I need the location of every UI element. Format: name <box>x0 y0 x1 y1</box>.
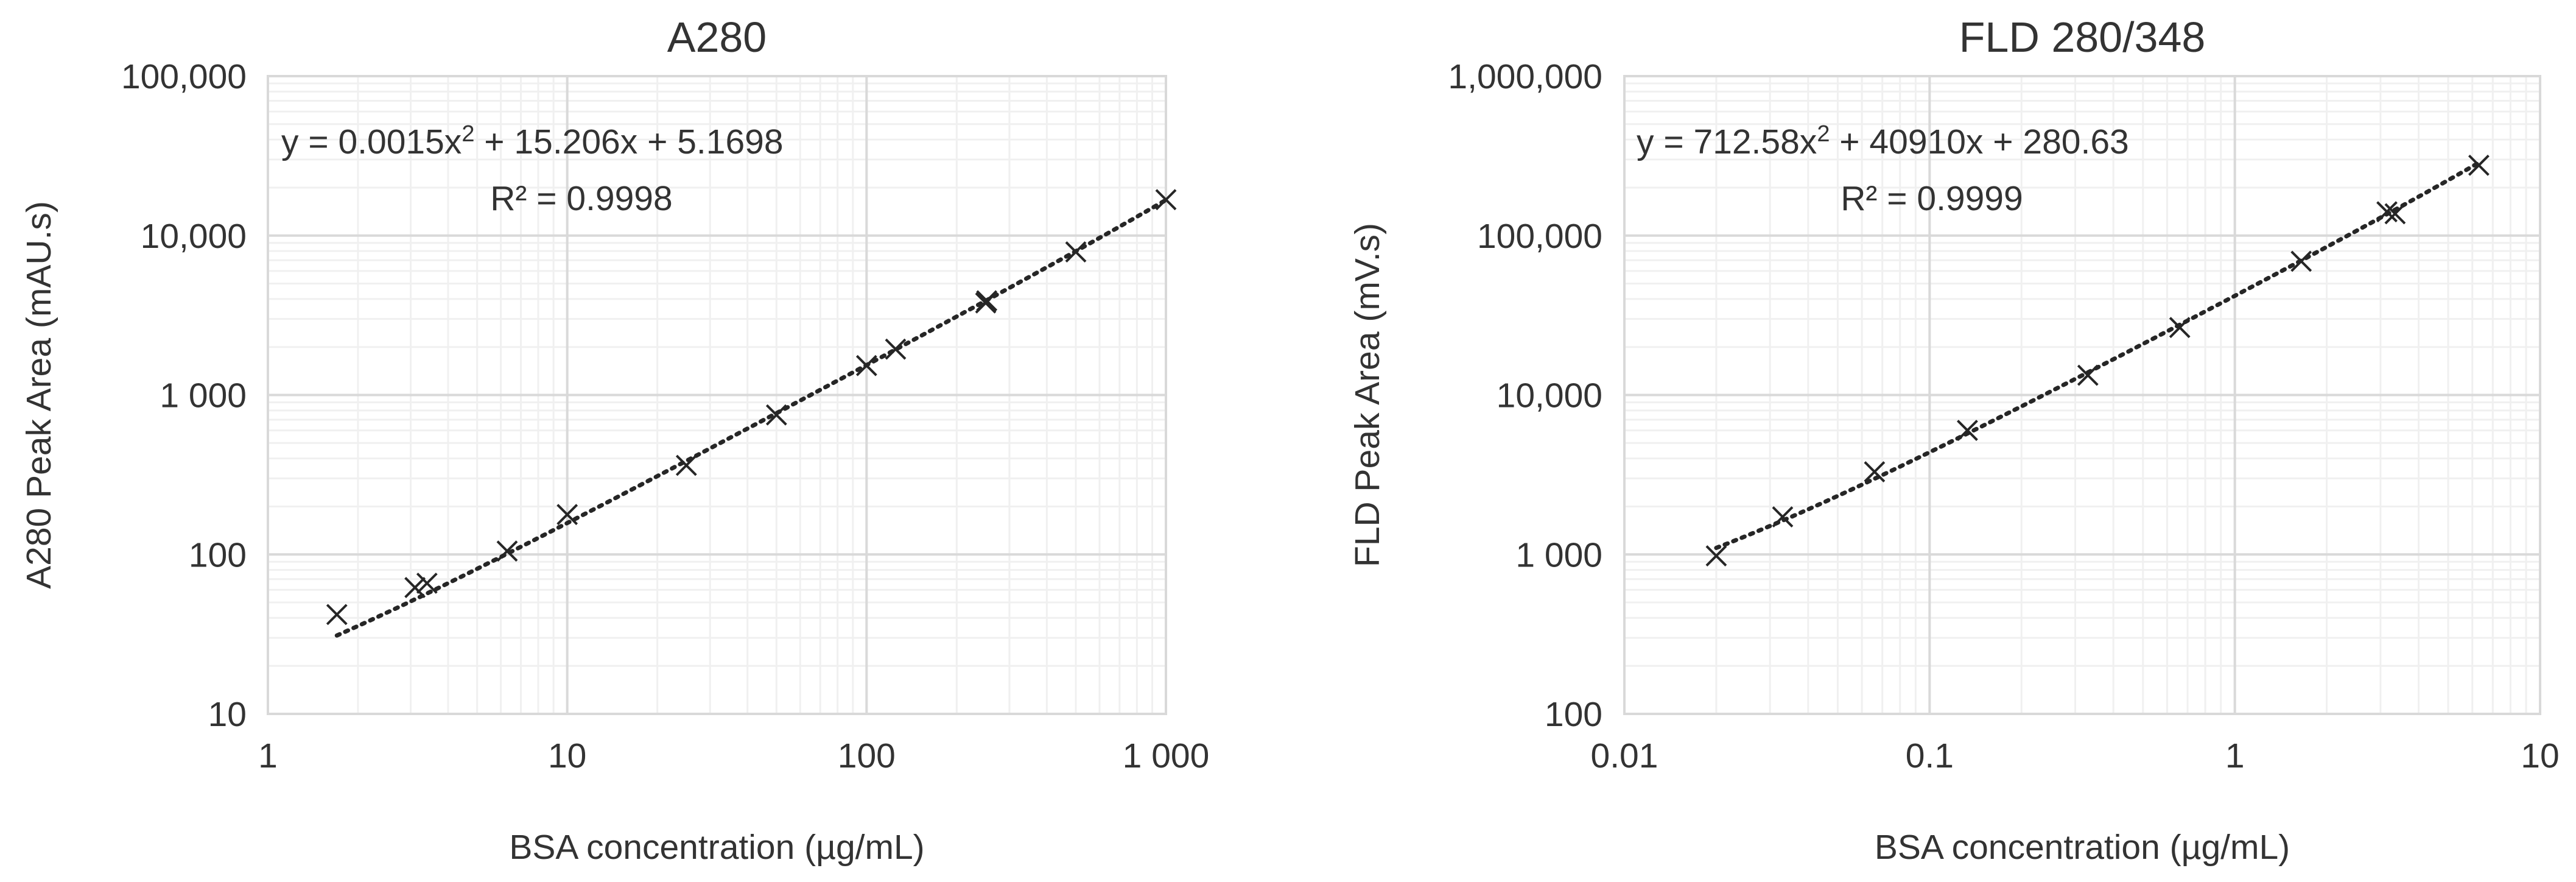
trendline <box>334 197 1168 638</box>
data-point <box>2376 201 2398 223</box>
data-point <box>2169 317 2191 339</box>
y-tick-label: 10,000 <box>141 217 247 256</box>
r-squared-label: R² = 0.9999 <box>1841 179 2023 218</box>
equation-exponent: 2 <box>1817 121 1830 147</box>
x-axis-label: BSA concentration (µg/mL) <box>1875 828 2290 867</box>
data-point <box>855 355 877 376</box>
x-tick-label: 10 <box>2521 736 2559 775</box>
y-axis-label: A280 Peak Area (mAU.s) <box>19 201 58 589</box>
equation-exponent: 2 <box>462 121 474 147</box>
y-tick-label: 100,000 <box>1477 217 1602 256</box>
x-tick-label: 100 <box>838 736 896 775</box>
x-tick-label: 10 <box>548 736 586 775</box>
minor-grid <box>1624 76 2540 714</box>
x-tick-labels: 1 10 100 1 000 <box>258 736 1209 775</box>
y-tick-labels: 10 100 1 000 10,000 100,000 <box>121 57 247 734</box>
x-tick-label: 0.1 <box>1906 736 1954 775</box>
y-tick-label: 1 000 <box>1515 535 1602 574</box>
y-tick-label: 100 <box>189 535 247 574</box>
data-point <box>1155 189 1177 211</box>
data-point <box>675 454 697 476</box>
data-markers <box>326 189 1177 626</box>
data-markers <box>1705 154 2490 566</box>
data-point <box>2384 203 2406 225</box>
data-point <box>2468 154 2490 176</box>
data-point <box>2077 364 2099 386</box>
chart-fld-280-348: 100 1 000 10,000 100,000 1,000,000 0.01 0.1 1 1… <box>1348 13 2560 867</box>
equation-prefix: y = 712.58x <box>1637 122 1817 161</box>
data-point <box>885 338 907 360</box>
data-point <box>416 573 438 594</box>
data-point <box>1772 506 1794 528</box>
chart-title: FLD 280/348 <box>1959 13 2206 61</box>
x-axis-label: BSA concentration (µg/mL) <box>509 828 924 867</box>
x-tick-labels: 0.01 0.1 1 10 <box>1591 736 2560 775</box>
plot-frame <box>267 75 1167 715</box>
x-tick-label: 1 <box>258 736 278 775</box>
y-tick-label: 100 <box>1545 695 1602 734</box>
y-axis-label: FLD Peak Area (mV.s) <box>1348 223 1387 567</box>
data-point <box>404 577 426 599</box>
y-tick-label: 1,000,000 <box>1448 57 1602 96</box>
r-squared-label: R² = 0.9998 <box>490 179 672 218</box>
data-point <box>496 540 518 562</box>
equation-suffix: + 15.206x + 5.1698 <box>474 122 783 161</box>
plot-frame <box>1623 75 2541 715</box>
y-tick-label: 10 <box>208 695 247 734</box>
x-tick-label: 0.01 <box>1591 736 1658 775</box>
y-tick-label: 1 000 <box>160 376 247 415</box>
equation-suffix: + 40910x + 280.63 <box>1830 122 2129 161</box>
chart-a280: 10 100 1 000 10,000 100,000 1 10 100 1 000 A280… <box>19 13 1209 867</box>
y-tick-label: 10,000 <box>1497 376 1602 415</box>
trendline-equation: y = 712.58x2 + 40910x + 280.63 <box>1637 121 2129 161</box>
y-tick-label: 100,000 <box>121 57 247 96</box>
x-tick-label: 1 000 <box>1123 736 1210 775</box>
chart-title: A280 <box>667 13 767 61</box>
data-point <box>1864 461 1886 482</box>
x-tick-label: 1 <box>2225 736 2245 775</box>
data-point <box>326 604 348 626</box>
data-point <box>556 504 578 526</box>
data-point <box>765 404 787 426</box>
data-point <box>976 290 998 312</box>
equation-prefix: y = 0.0015x <box>281 122 462 161</box>
data-point <box>1705 545 1727 566</box>
trendline-equation: y = 0.0015x2 + 15.206x + 5.1698 <box>281 121 784 161</box>
data-point <box>1065 241 1087 263</box>
data-point <box>1957 420 1978 441</box>
trendline <box>1714 160 2481 550</box>
data-point <box>2290 250 2312 272</box>
y-tick-labels: 100 1 000 10,000 100,000 1,000,000 <box>1448 57 1602 734</box>
